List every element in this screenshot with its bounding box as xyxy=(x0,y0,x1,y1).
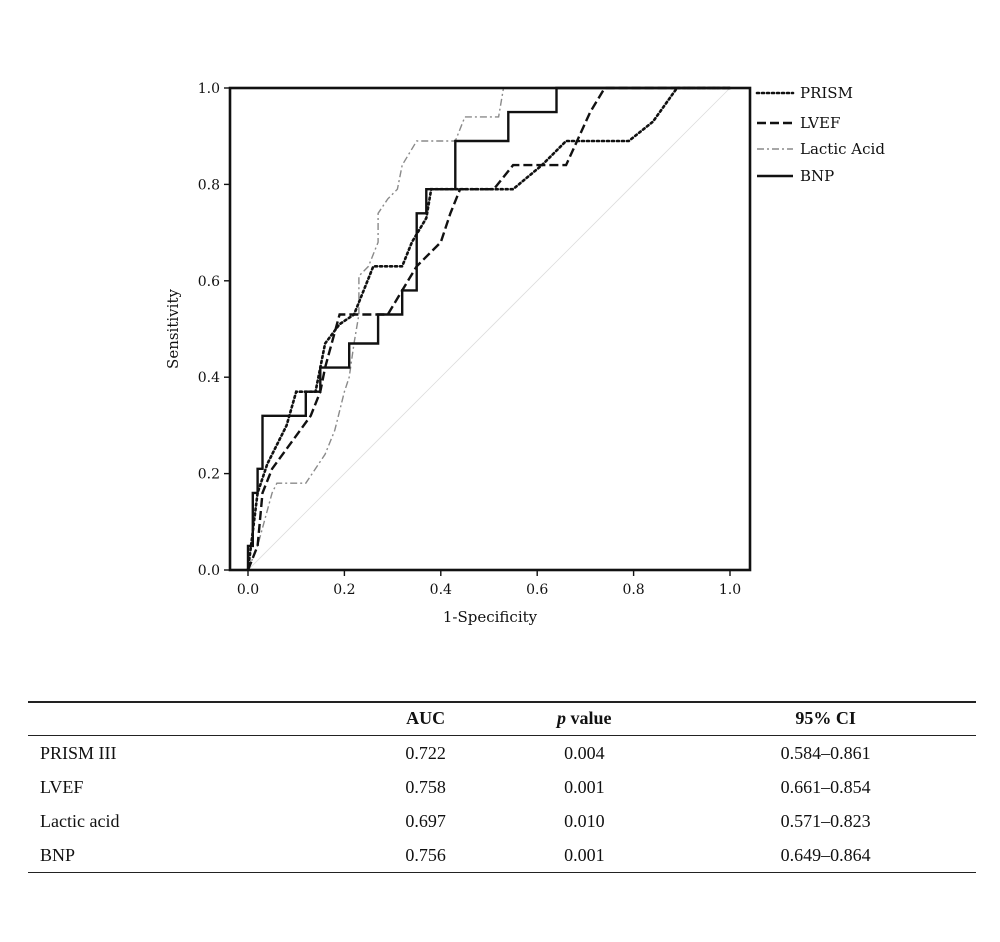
reference-diagonal-line xyxy=(247,87,731,571)
y-tick-label: 1.0 xyxy=(198,81,220,97)
table-cell-ci: 0.661–0.854 xyxy=(780,776,871,797)
legend-label-lvef: LVEF xyxy=(800,114,840,132)
legend-label-lactic-acid: Lactic Acid xyxy=(800,140,885,158)
legend-label-prism: PRISM xyxy=(800,84,853,102)
table-row: LVEF 0.758 0.001 0.661–0.854 xyxy=(28,770,976,804)
y-tick-label: 0.6 xyxy=(198,274,220,290)
results-table: AUC p value 95% CI PRISM III 0.722 0.004… xyxy=(28,702,976,873)
x-tick-label: 0.6 xyxy=(526,582,548,598)
table-header-auc: AUC xyxy=(358,702,494,736)
table-top-rule xyxy=(28,701,976,703)
series-line-lactic-acid xyxy=(247,87,730,571)
legend-label-bnp: BNP xyxy=(800,167,834,185)
table-cell-label: Lactic acid xyxy=(40,810,120,831)
series-line-lvef xyxy=(246,86,730,571)
table-cell-p-value: 0.010 xyxy=(564,810,605,831)
table-row: BNP 0.756 0.001 0.649–0.864 xyxy=(28,838,976,873)
table-row: PRISM III 0.722 0.004 0.584–0.861 xyxy=(28,736,976,771)
table-cell-ci: 0.571–0.823 xyxy=(780,810,871,831)
table-cell-auc: 0.758 xyxy=(405,776,446,797)
p-value-italic-label: p xyxy=(557,708,567,728)
table-cell-p-value: 0.001 xyxy=(564,776,605,797)
y-tick-label: 0.4 xyxy=(198,370,220,386)
series-line-prism xyxy=(246,86,732,572)
roc-chart: 0.0 0.2 0.4 0.6 0.8 1.0 0.0 0.2 0.4 0.6 0.8 1.0 1-Sp… xyxy=(164,81,885,626)
y-tick-label: 0.0 xyxy=(198,563,220,579)
table-cell-p-value: 0.004 xyxy=(564,742,605,763)
roc-chart-svg: 0.0 0.2 0.4 0.6 0.8 1.0 0.0 0.2 0.4 0.6 0.8 1.0 1-Sp… xyxy=(164,81,885,626)
table-header-p-value: p value xyxy=(493,702,676,736)
plot-frame xyxy=(228,86,752,572)
table-header-ci: 95% CI xyxy=(675,702,976,736)
table-cell-auc: 0.697 xyxy=(405,810,446,831)
y-axis-label: Sensitivity xyxy=(164,289,182,369)
table-cell-auc: 0.756 xyxy=(358,838,494,873)
p-value-rest-label: value xyxy=(566,708,612,728)
x-axis-label: 1-Specificity xyxy=(443,608,538,626)
series-line-bnp xyxy=(246,86,730,570)
x-tick-label: 0.0 xyxy=(237,582,259,598)
y-tick-label: 0.8 xyxy=(198,177,220,193)
table-header-row: AUC p value 95% CI xyxy=(28,702,976,736)
table-header-blank xyxy=(28,702,358,736)
table-cell-label: BNP xyxy=(28,838,358,873)
x-tick-label: 0.4 xyxy=(430,582,452,598)
y-tick-label: 0.2 xyxy=(198,467,220,483)
x-tick-label: 0.8 xyxy=(622,582,644,598)
x-tick-label: 1.0 xyxy=(719,582,741,598)
table-cell-label: PRISM III xyxy=(40,742,117,763)
table-row: Lactic acid 0.697 0.010 0.571–0.823 xyxy=(28,804,976,838)
table-cell-auc: 0.722 xyxy=(405,742,446,763)
table-cell-ci: 0.584–0.861 xyxy=(780,742,871,763)
table-cell-label: LVEF xyxy=(40,776,84,797)
table-cell-ci: 0.649–0.864 xyxy=(675,838,976,873)
x-tick-label: 0.2 xyxy=(333,582,355,598)
table-cell-p-value: 0.001 xyxy=(493,838,676,873)
